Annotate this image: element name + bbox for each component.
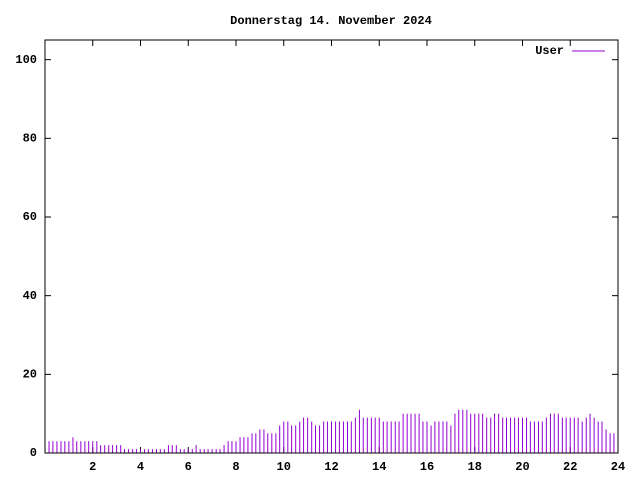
x-tick-label: 4 [137,460,144,474]
y-tick-label: 80 [23,132,37,146]
x-tick-label: 12 [324,460,338,474]
x-tick-label: 16 [420,460,434,474]
x-tick-label: 6 [185,460,192,474]
x-tick-label: 8 [232,460,239,474]
y-tick-label: 0 [30,446,37,460]
plot-frame [44,39,619,454]
x-tick-label: 14 [372,460,386,474]
y-tick-label: 40 [23,289,37,303]
x-tick-label: 10 [277,460,291,474]
y-tick-label: 60 [23,210,37,224]
legend-label: User [535,44,564,58]
x-tick-label: 18 [468,460,482,474]
x-tick-label: 2 [89,460,96,474]
chart-title: Donnerstag 14. November 2024 [230,14,432,28]
y-tick-label: 100 [15,53,37,67]
x-tick-label: 24 [611,460,625,474]
x-tick-label: 22 [563,460,577,474]
y-tick-label: 20 [23,368,37,382]
x-tick-label: 20 [515,460,529,474]
